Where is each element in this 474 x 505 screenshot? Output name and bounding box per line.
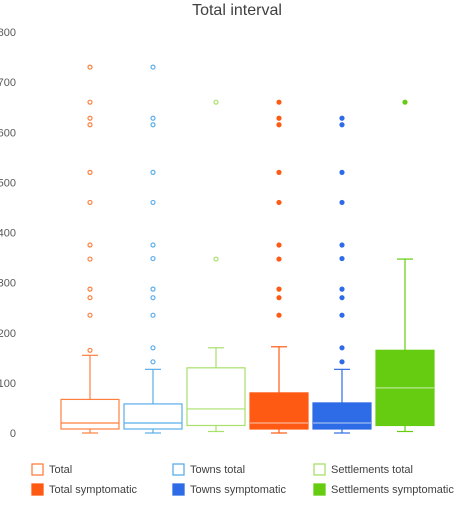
outlier-point <box>213 99 219 105</box>
y-tick-label: 600 <box>0 127 16 139</box>
outlier-point <box>87 169 93 175</box>
box-group <box>186 99 246 433</box>
outlier-point <box>87 295 93 301</box>
legend: Total Towns total Settlements total Total s… <box>31 463 454 496</box>
outlier-point <box>150 122 156 128</box>
outlier-point <box>276 122 282 128</box>
box <box>123 403 183 430</box>
y-axis-ticks: 0 100 200 300 400 500 600 700 800 <box>0 27 16 440</box>
legend-label: Settlements symptomatic <box>331 484 454 496</box>
outlier-point <box>339 295 345 301</box>
outlier-point <box>87 99 93 105</box>
box-plot-series <box>60 64 435 434</box>
outlier-point <box>150 115 156 121</box>
legend-label: Total <box>49 464 72 476</box>
outlier-point <box>276 295 282 301</box>
outlier-point <box>150 359 156 365</box>
outlier-point <box>87 64 93 70</box>
outlier-point <box>150 169 156 175</box>
legend-swatch <box>313 483 326 496</box>
outlier-point <box>339 199 345 206</box>
outlier-point <box>150 345 156 351</box>
outlier-point <box>339 122 345 128</box>
outlier-point <box>339 255 345 262</box>
box <box>186 367 246 427</box>
outlier-point <box>339 169 345 175</box>
outlier-point <box>150 255 156 262</box>
box-group <box>312 115 372 434</box>
outlier-point <box>276 169 282 175</box>
outlier-point <box>150 286 156 292</box>
outlier-point <box>87 199 93 206</box>
box <box>312 402 372 430</box>
outlier-point <box>276 286 282 292</box>
outlier-point <box>276 242 282 248</box>
y-tick-label: 700 <box>0 77 16 89</box>
outlier-point <box>276 99 282 105</box>
outlier-point <box>339 286 345 292</box>
box <box>60 398 120 430</box>
outlier-point <box>87 312 93 318</box>
y-tick-label: 0 <box>10 428 16 440</box>
legend-label: Towns symptomatic <box>190 484 286 496</box>
y-tick-label: 800 <box>0 27 16 39</box>
outlier-point <box>276 115 282 121</box>
y-tick-label: 500 <box>0 177 16 189</box>
y-tick-label: 400 <box>0 228 16 240</box>
legend-swatch <box>31 483 44 496</box>
y-tick-label: 100 <box>0 378 16 390</box>
outlier-point <box>150 64 156 70</box>
outlier-point <box>87 347 93 353</box>
legend-label: Total symptomatic <box>49 484 138 496</box>
outlier-point <box>150 295 156 301</box>
y-tick-label: 300 <box>0 278 16 290</box>
outlier-point <box>276 312 282 318</box>
outlier-point <box>213 256 219 262</box>
outlier-point <box>150 199 156 206</box>
outlier-point <box>150 242 156 248</box>
legend-swatch <box>172 483 185 496</box>
y-tick-label: 200 <box>0 328 16 340</box>
box-group <box>249 99 309 434</box>
legend-swatch <box>31 463 44 476</box>
legend-label: Settlements total <box>331 464 413 476</box>
box-group <box>60 64 120 434</box>
outlier-point <box>87 115 93 121</box>
outlier-point <box>276 256 282 262</box>
outlier-point <box>87 242 93 248</box>
box-group <box>375 99 435 433</box>
outlier-point <box>339 345 345 351</box>
outlier-point <box>339 242 345 248</box>
outlier-point <box>87 256 93 262</box>
outlier-point <box>276 199 282 206</box>
outlier-point <box>402 99 408 105</box>
outlier-point <box>339 312 345 318</box>
box-group <box>123 64 183 434</box>
box <box>249 392 309 430</box>
outlier-point <box>87 122 93 128</box>
legend-swatch <box>313 463 326 476</box>
outlier-point <box>87 286 93 292</box>
outlier-point <box>339 359 345 365</box>
legend-label: Towns total <box>190 464 245 476</box>
chart-title: Total interval <box>192 2 282 19</box>
legend-swatch <box>172 463 185 476</box>
outlier-point <box>150 312 156 318</box>
outlier-point <box>339 115 345 121</box>
